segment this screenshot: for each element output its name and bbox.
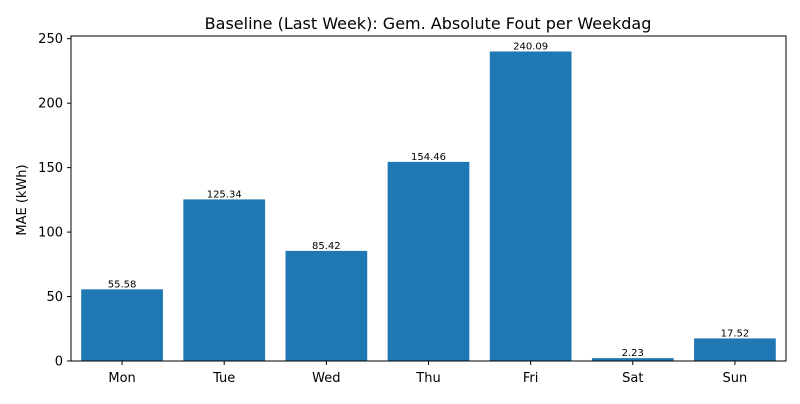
y-tick-label: 0 (55, 355, 63, 370)
x-tick-label: Sun (723, 371, 748, 386)
bar-sat (591, 358, 674, 361)
y-axis-label: MAE (kWh) (15, 164, 30, 235)
bar-thu (387, 161, 470, 361)
bar-sun (694, 338, 776, 361)
y-tick-label: 200 (38, 97, 63, 112)
x-tick-label: Sat (622, 371, 643, 386)
bar-value-label: 2.23 (622, 348, 644, 359)
bar-mon (81, 289, 163, 361)
bar-value-label: 125.34 (207, 189, 242, 200)
bar-wed (285, 250, 368, 361)
bar-value-label: 85.42 (312, 241, 341, 252)
y-tick-label: 100 (38, 226, 63, 241)
bar-value-label: 154.46 (411, 152, 446, 163)
x-tick-label: Tue (212, 371, 235, 386)
bar-value-label: 17.52 (721, 328, 750, 339)
y-tick-label: 50 (46, 290, 63, 305)
x-tick-label: Mon (108, 371, 135, 386)
x-tick-label: Thu (415, 371, 440, 386)
y-tick-label: 150 (38, 161, 63, 176)
chart-title: Baseline (Last Week): Gem. Absolute Fout… (205, 14, 652, 33)
x-tick-label: Fri (523, 371, 539, 386)
x-tick-label: Wed (312, 371, 340, 386)
bar-fri (489, 51, 572, 362)
bar-value-label: 55.58 (108, 279, 137, 290)
bar-tue (183, 199, 266, 361)
y-tick-label: 250 (38, 32, 63, 47)
bar-value-label: 240.09 (513, 41, 548, 52)
plot-area: 55.58 125.34 85.42 154.46 240.09 2.23 17.52 Mon… (38, 32, 787, 386)
